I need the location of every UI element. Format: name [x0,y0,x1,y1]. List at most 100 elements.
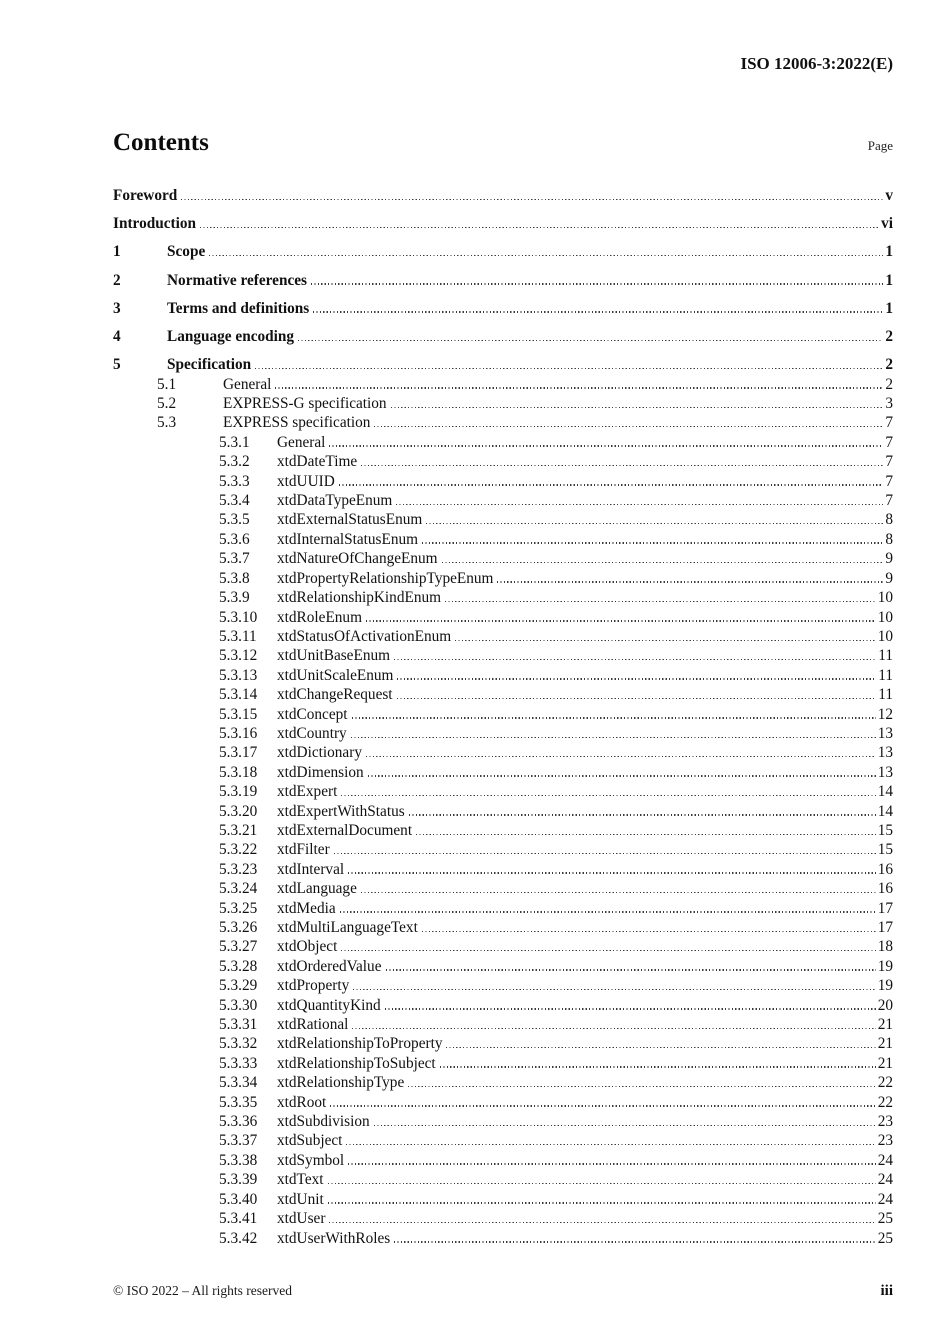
toc-leader-dots [255,367,884,370]
toc-entry: 5.3.6 xtdInternalStatusEnum 8 [113,530,893,549]
toc-entry-number: 3 [113,299,121,317]
toc-entry-title: xtdProperty [277,977,350,995]
copyright-notice: © ISO 2022 – All rights reserved [113,1283,292,1298]
toc-leader-dots [385,969,876,971]
toc-entry-page: 7 [885,453,893,471]
toc-entry-number: 5.1 [157,375,177,393]
toc-leader-dots [384,1008,876,1010]
toc-leader-dots [445,600,876,603]
toc-entry-page: 1 [885,299,893,317]
toc-entry-title: xtdSubject [277,1132,343,1150]
toc-leader-dots [374,426,884,428]
toc-entry-title: xtdInternalStatusEnum [277,530,419,548]
toc-entry-number: 5.3.6 [219,530,250,548]
toc-entry: 5.3.41 xtdUser 25 [113,1209,893,1228]
toc-entry-title: xtdDateTime [277,453,358,471]
toc-leader-dots [360,891,876,894]
toc-entry-title: Scope [167,243,206,261]
toc-leader-dots [497,581,884,583]
toc-entry: 5.3.42 xtdUserWithRoles 25 [113,1229,893,1248]
toc-entry-page: 16 [877,860,893,878]
toc-entry-number: 5.3.16 [219,724,258,742]
toc-leader-dots [353,988,876,991]
toc-entry-number: 5.2 [157,395,177,413]
toc-entry-title: xtdRoot [277,1093,327,1111]
toc-leader-dots [365,755,876,758]
toc-entry: 5.1 General 2 [113,375,893,394]
toc-entry: 5.3.29 xtdProperty 19 [113,976,893,995]
toc-entry-number: 5.3.31 [219,1016,258,1034]
toc-entry-title: xtdRelationshipToSubject [277,1054,436,1072]
toc-entry-page: 1 [885,243,893,261]
toc-leader-dots [311,283,884,285]
toc-entry-title: xtdRoleEnum [277,608,362,626]
toc-entry-number: 5.3.40 [219,1190,258,1208]
toc-entry-title: Normative references [167,271,308,289]
toc-entry: 5.3.15 xtdConcept 12 [113,705,893,724]
toc-entry-title: xtdOrderedValue [277,957,382,975]
toc-entry: 5.3.31 xtdRational 21 [113,1015,893,1034]
toc-entry-number: 5.3.34 [219,1074,258,1092]
document-id: ISO 12006-3:2022(E) [740,54,893,73]
toc-leader-dots [341,794,876,797]
toc-entry: 5.3.35 xtdRoot 22 [113,1093,893,1112]
toc-entry-page: 25 [877,1229,893,1247]
toc-entry-page: 11 [878,686,893,704]
toc-entry: 5.3.24 xtdLanguage 16 [113,879,893,898]
toc-leader-dots [346,1144,876,1146]
toc-entry-number: 5.3.14 [219,686,258,704]
toc-entry-title: xtdCountry [277,724,347,742]
toc-entry-number: 5.3.36 [219,1113,258,1131]
toc-leader-dots [338,484,884,486]
toc-leader-dots [329,1221,876,1224]
toc-leader-dots [181,198,884,200]
toc-entry-number: 5.3.8 [219,569,250,587]
toc-entry-title: xtdExternalDocument [277,821,413,839]
toc-entry-page: 21 [877,1035,893,1053]
toc-entry-number: 5.3.41 [219,1210,258,1228]
toc-entry-title: General [223,375,272,393]
toc-entry-number: 5.3.3 [219,472,250,490]
toc-entry: 5.3.5 xtdExternalStatusEnum 8 [113,510,893,529]
toc-entry-page: v [885,187,893,204]
toc-entry-number: 5.3.15 [219,705,258,723]
toc-entry-page: 21 [877,1054,893,1072]
toc-entry: 5.3.26 xtdMultiLanguageText 17 [113,918,893,937]
toc-entry-title: Introduction [113,215,197,233]
toc-leader-dots [348,872,876,874]
contents-title: Contents [113,129,209,156]
toc-entry-number: 5.3.23 [219,860,258,878]
toc-entry-page: 9 [885,569,893,587]
toc-entry: 5.3.8 xtdPropertyRelationshipTypeEnum 9 [113,569,893,588]
toc-entry-title: xtdConcept [277,705,348,723]
toc-entry-title: Specification [167,356,252,374]
toc-entry: 5.3.16 xtdCountry 13 [113,724,893,743]
page-header: ISO 12006-3:2022(E) [113,54,893,74]
toc-entry-title: xtdStatusOfActivationEnum [277,627,452,645]
toc-entry-number: 5.3.7 [219,550,250,568]
table-of-contents: Foreword v Introduction vi 1 Scope 1 2 N… [113,186,893,1248]
toc-entry-page: 2 [885,375,893,393]
toc-entry: 5.2 EXPRESS-G specification 3 [113,394,893,413]
toc-entry-number: 5.3.29 [219,977,258,995]
toc-leader-dots [327,1182,876,1185]
toc-entry: 5.3.33 xtdRelationshipToSubject 21 [113,1054,893,1073]
toc-entry-number: 5.3.1 [219,433,250,451]
toc-entry: 5.3.34 xtdRelationshipType 22 [113,1073,893,1092]
toc-entry-page: 10 [877,608,893,626]
toc-leader-dots [390,406,884,409]
toc-entry-title: EXPRESS specification [223,414,371,432]
toc-entry-number: 5.3.38 [219,1151,258,1169]
toc-leader-dots [348,1163,876,1165]
toc-entry-page: 19 [877,957,893,975]
toc-entry-number: 5.3.33 [219,1054,258,1072]
toc-entry-page: 20 [877,996,893,1014]
toc-entry-page: 22 [877,1074,893,1092]
toc-leader-dots [446,1047,876,1049]
toc-entry-number: 5.3.32 [219,1035,258,1053]
toc-entry-number: 5.3.22 [219,841,258,859]
toc-entry-number: 5.3.30 [219,996,258,1014]
toc-entry-number: 5.3.11 [219,627,257,645]
toc-entry-title: xtdRelationshipType [277,1074,405,1092]
toc-leader-dots [408,1085,876,1088]
